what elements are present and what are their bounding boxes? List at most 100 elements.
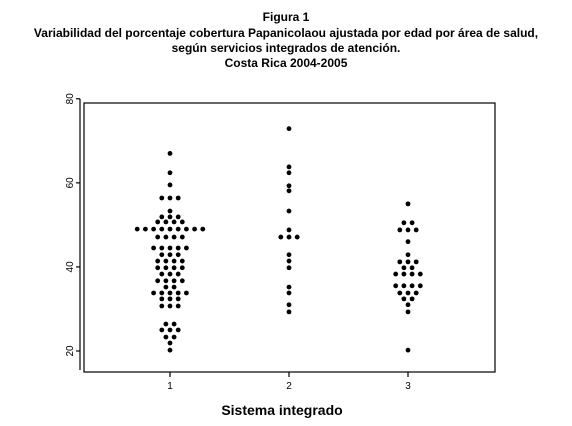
dot: [179, 278, 185, 284]
x-tick-label: 3: [405, 381, 411, 392]
dot: [171, 265, 177, 271]
dot: [163, 321, 169, 327]
dot: [405, 239, 411, 245]
dot: [179, 219, 185, 225]
dot: [151, 245, 157, 251]
dot: [167, 290, 173, 296]
dot: [175, 245, 181, 251]
dot: [192, 226, 198, 232]
dot: [159, 271, 165, 277]
dot: [200, 226, 206, 232]
dot: [405, 259, 411, 265]
dot: [167, 226, 173, 232]
dot: [159, 252, 165, 258]
dot: [401, 265, 407, 271]
dot: [393, 271, 399, 277]
dot: [155, 265, 161, 271]
dot: [405, 227, 411, 233]
dot: [167, 245, 173, 251]
dot: [175, 303, 181, 309]
dot: [167, 347, 173, 353]
dot: [286, 227, 292, 233]
dot: [286, 302, 292, 308]
dot: [167, 252, 173, 258]
dot: [405, 302, 411, 308]
dot: [134, 226, 140, 232]
dot: [175, 327, 181, 333]
dot: [167, 182, 173, 188]
dot: [163, 334, 169, 340]
dot: [184, 245, 189, 251]
dot: [179, 258, 185, 264]
dot: [171, 219, 177, 225]
dot: [167, 208, 173, 214]
dot: [143, 226, 148, 232]
dot: [286, 170, 292, 176]
dot: [401, 271, 407, 277]
chart-subtitle: Costa Rica 2004-2005: [225, 56, 348, 70]
dot: [167, 340, 173, 346]
dot: [405, 309, 411, 315]
dot: [409, 296, 415, 302]
y-tick-label: 40: [65, 261, 76, 273]
dot: [175, 290, 181, 296]
dot: [409, 271, 415, 277]
dot: [286, 183, 292, 189]
dot: [171, 234, 177, 240]
dot: [397, 259, 403, 265]
dot: [417, 271, 423, 277]
dot: [179, 265, 185, 271]
dot: [167, 327, 173, 333]
dot: [171, 321, 177, 327]
dot: [401, 283, 407, 289]
dot: [401, 220, 407, 226]
dot: [184, 290, 189, 296]
dot: [159, 296, 165, 302]
dot: [286, 234, 292, 240]
dot: [163, 258, 169, 264]
dot: [159, 290, 165, 296]
dot: [413, 290, 419, 296]
dot: [286, 265, 292, 271]
dot: [286, 258, 292, 264]
dot: [167, 170, 173, 176]
dot: [171, 334, 177, 340]
y-tick-label: 20: [65, 345, 76, 357]
dot: [413, 227, 419, 233]
dot: [159, 303, 165, 309]
dot: [163, 278, 169, 284]
dot: [171, 278, 177, 284]
x-axis-label: Sistema integrado: [221, 402, 342, 418]
dot: [163, 219, 169, 225]
dot: [175, 226, 181, 232]
dot: [163, 234, 169, 240]
dot: [397, 290, 403, 296]
dot: [155, 219, 161, 225]
dot: [286, 309, 292, 315]
dot: [409, 283, 415, 289]
dot: [278, 234, 284, 240]
dot: [175, 271, 181, 277]
dot: [286, 252, 292, 258]
dot: [286, 208, 292, 214]
dot: [167, 271, 173, 277]
dot: [159, 327, 165, 333]
dot: [286, 126, 292, 132]
dot: [159, 195, 165, 201]
dot: [286, 188, 292, 194]
dot: [405, 201, 411, 207]
chart-subtitle: según servicios integrados de atención.: [172, 41, 401, 55]
dot: [409, 220, 415, 226]
dot: [159, 245, 165, 251]
dot: [409, 265, 415, 271]
dot: [294, 234, 300, 240]
dot: [397, 227, 403, 233]
dot: [405, 290, 411, 296]
dot: [151, 226, 157, 232]
dot: [175, 252, 181, 258]
chart-title: Figura 1: [263, 10, 310, 24]
dot: [417, 283, 423, 289]
dot: [401, 296, 407, 302]
dot: [167, 195, 173, 201]
